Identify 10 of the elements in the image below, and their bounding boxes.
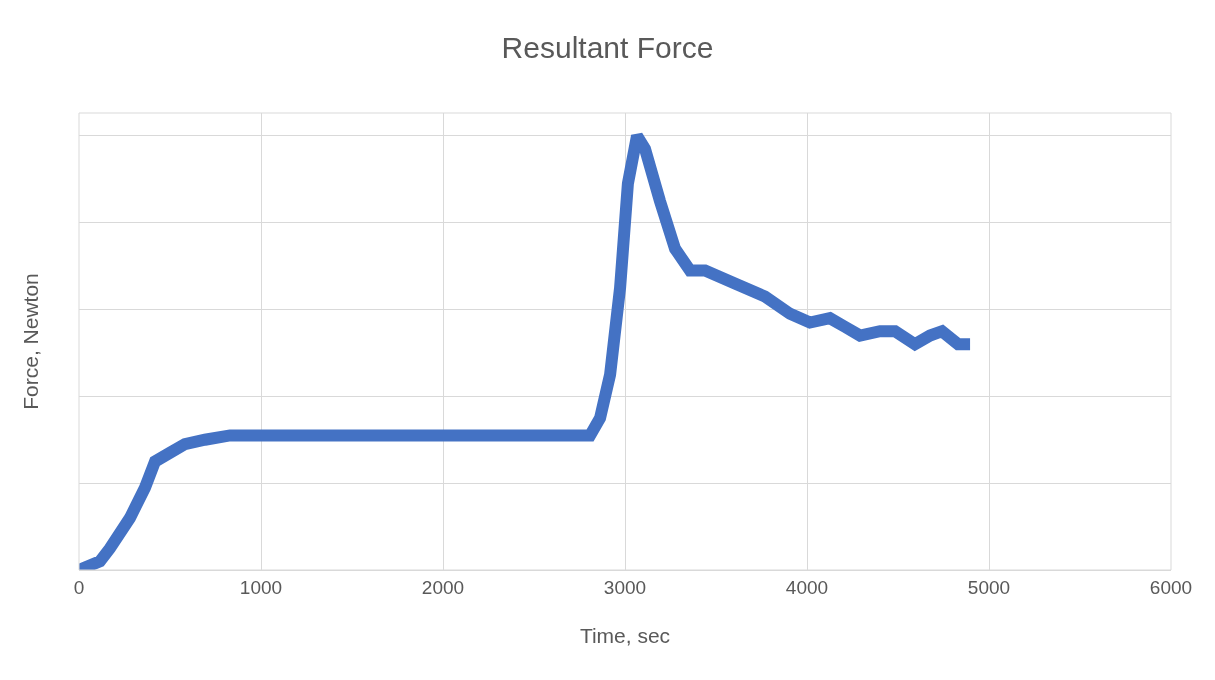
x-tick-label: 3000 [603, 576, 647, 598]
x-tick-label: 6000 [1149, 576, 1193, 598]
chart-title: Resultant Force [501, 31, 714, 65]
x-tick-label: 2000 [421, 576, 465, 598]
x-tick-label: 4000 [785, 576, 829, 598]
y-axis-title: Force, Newton [18, 273, 42, 410]
x-tick-label: 1000 [239, 576, 283, 598]
x-axis-title: Time, sec [579, 624, 671, 647]
x-tick-label: 5000 [967, 576, 1011, 598]
x-tick-label: 0 [73, 576, 85, 598]
